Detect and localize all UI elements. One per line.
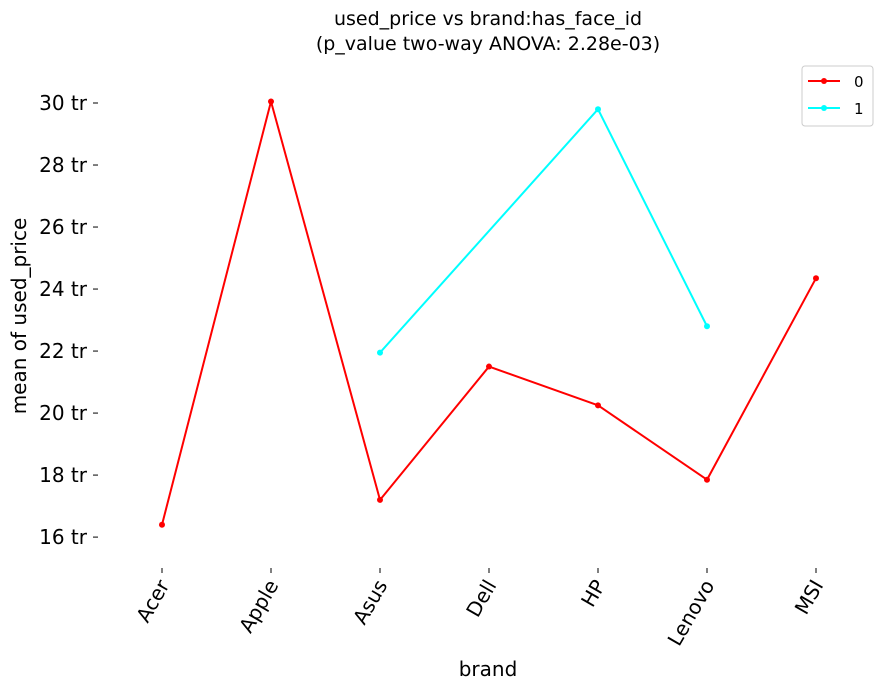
legend-marker-1 — [821, 105, 827, 111]
data-point-series-0 — [486, 364, 492, 370]
data-point-series-0 — [813, 275, 819, 281]
data-point-series-0 — [159, 522, 165, 528]
x-tick-label: Apple — [234, 576, 283, 637]
y-tick-label: 30 tr — [39, 91, 88, 115]
data-point-series-1 — [595, 106, 601, 112]
chart-title: used_price vs brand:has_face_id — [334, 8, 642, 30]
legend-marker-0 — [821, 78, 827, 84]
chart-subtitle: (p_value two-way ANOVA: 2.28e-03) — [316, 33, 660, 55]
legend: 01 — [802, 66, 873, 126]
y-tick-label: 18 tr — [39, 463, 88, 487]
plot-area — [159, 98, 819, 527]
data-point-series-1 — [704, 323, 710, 329]
x-tick-label: HP — [576, 576, 610, 611]
legend-label-1: 1 — [854, 100, 864, 118]
y-tick-label: 26 tr — [39, 215, 88, 239]
y-tick-label: 16 tr — [39, 525, 88, 549]
x-axis-label: brand — [459, 657, 518, 681]
series-line-0 — [162, 101, 816, 524]
x-tick-label: Lenovo — [662, 576, 719, 650]
y-tick-label: 20 tr — [39, 401, 88, 425]
series-line-1 — [380, 109, 707, 352]
legend-label-0: 0 — [854, 73, 864, 91]
data-point-series-1 — [377, 350, 383, 356]
y-tick-label: 22 tr — [39, 339, 88, 363]
data-point-series-0 — [595, 402, 601, 408]
x-tick-label: Acer — [131, 575, 175, 627]
x-tick-label: MSI — [790, 576, 829, 619]
data-point-series-0 — [268, 98, 274, 104]
x-tick-label: Asus — [348, 576, 392, 629]
y-tick-label: 24 tr — [39, 277, 88, 301]
data-point-series-0 — [377, 497, 383, 503]
y-axis: 16 tr 18 tr 20 tr 22 tr 24 tr 26 tr 28 tr 30 tr — [39, 91, 98, 549]
x-tick-label: Dell — [461, 576, 501, 622]
y-tick-label: 28 tr — [39, 153, 88, 177]
y-axis-label: mean of used_price — [7, 218, 31, 415]
data-point-series-0 — [704, 477, 710, 483]
x-axis: Acer Apple Asus Dell HP Lenovo MSI — [131, 568, 828, 650]
